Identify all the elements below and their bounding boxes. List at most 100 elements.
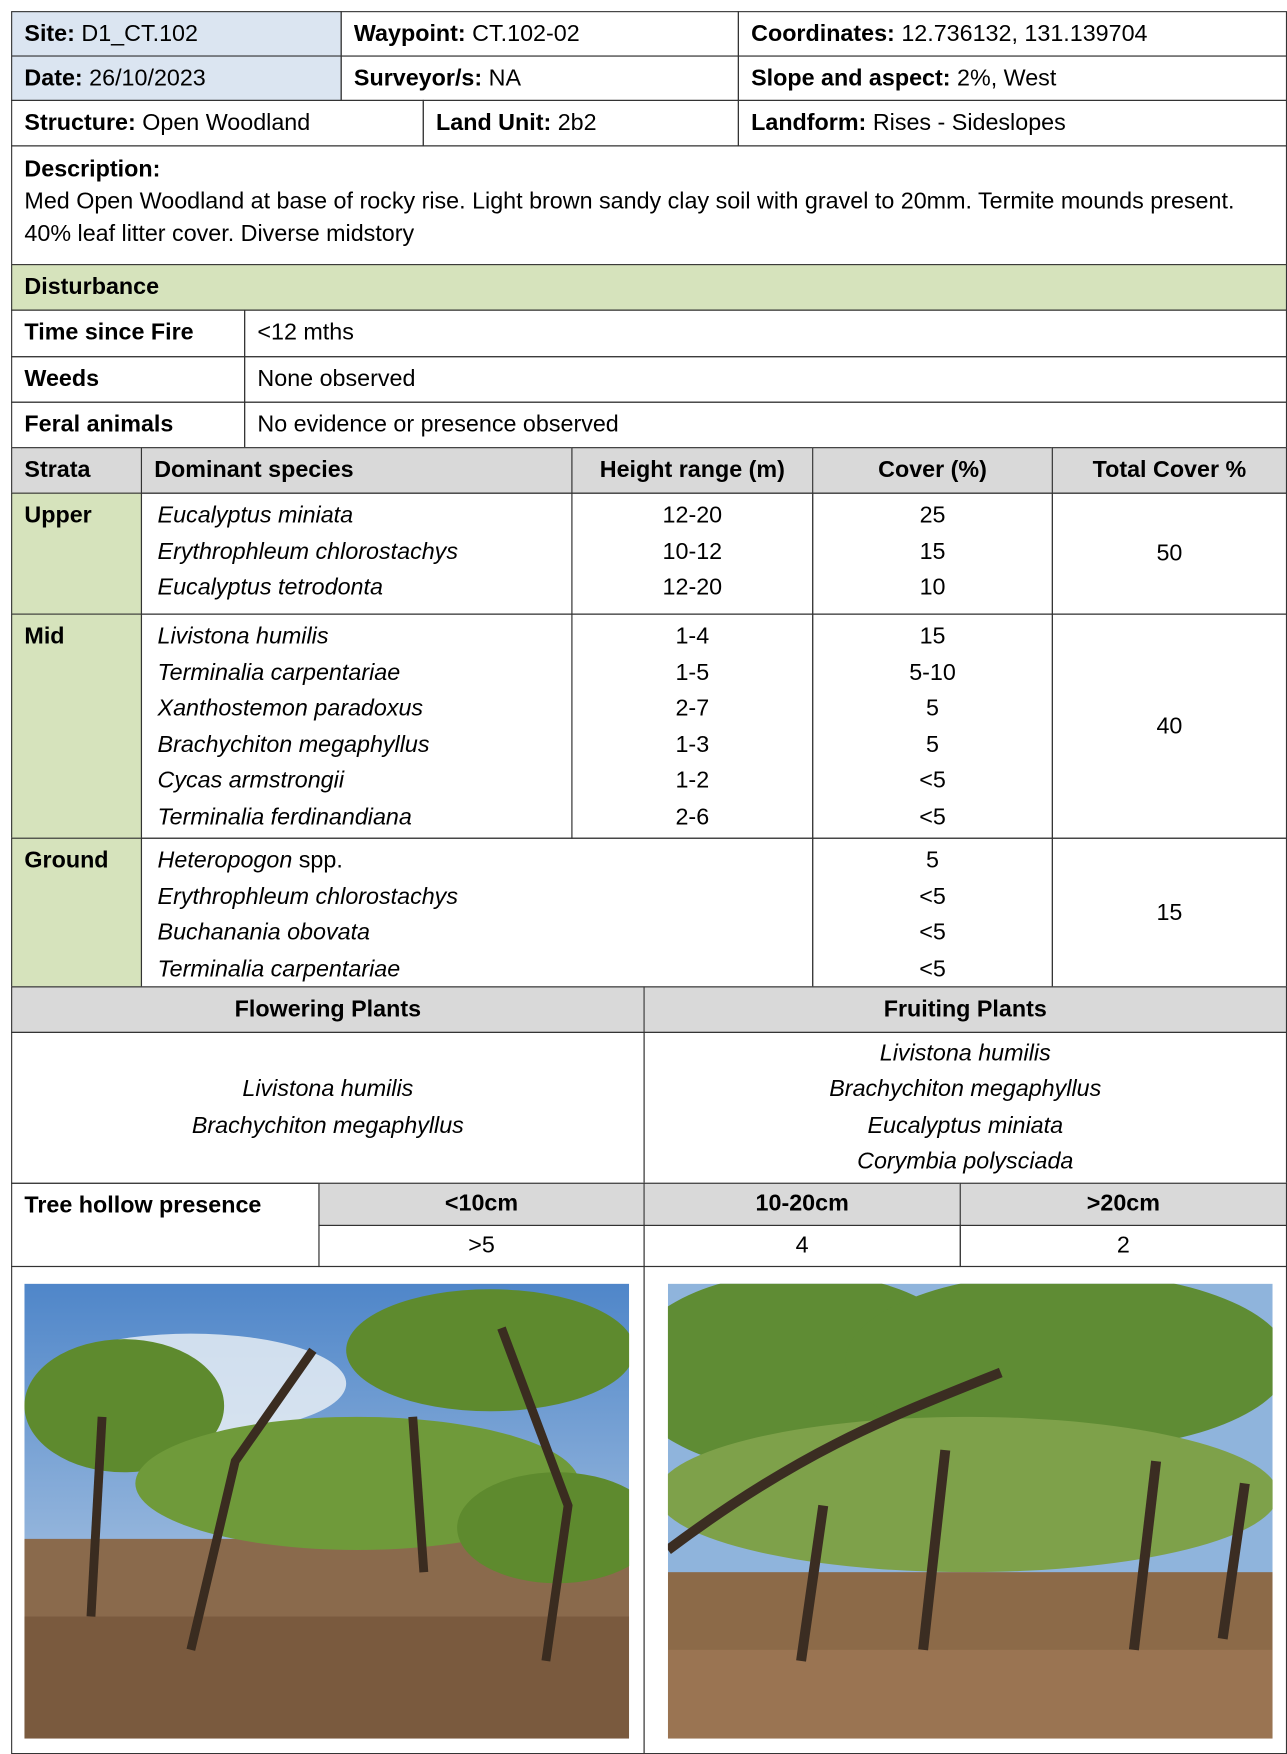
label: Weeds — [24, 366, 99, 392]
photo-cell — [644, 1266, 1287, 1754]
landform-cell: Landform: Rises - Sideslopes — [738, 100, 1287, 147]
species-line: Buchanania obovata — [158, 915, 813, 951]
label: Date: — [24, 65, 82, 91]
row-value: No evidence or presence observed — [244, 402, 1287, 449]
description-cell: Description: Med Open Woodland at base of… — [11, 145, 1287, 265]
value: Rises - Sideslopes — [873, 110, 1066, 136]
class: 10-20cm — [756, 1190, 849, 1216]
coordinates-cell: Coordinates: 12.736132, 131.139704 — [738, 11, 1287, 56]
height-range: 2-6 — [573, 799, 813, 835]
species-name: Brachychiton megaphyllus — [158, 732, 430, 758]
species-name: Xanthostemon paradoxus — [158, 696, 424, 722]
cover: 25 — [813, 498, 1052, 534]
value: None observed — [257, 366, 415, 392]
value: 26/10/2023 — [89, 65, 206, 91]
label: Land Unit: — [436, 110, 551, 136]
slope-cell: Slope and aspect: 2%, West — [738, 55, 1287, 100]
species-line: Brachychiton megaphyllus — [158, 727, 572, 763]
value: 2b2 — [558, 110, 597, 136]
row-label: Weeds — [11, 356, 245, 403]
total-cell: 50 — [1052, 493, 1287, 615]
total-cover: 50 — [1156, 538, 1182, 569]
label: Slope and aspect: — [751, 65, 950, 91]
label: Time since Fire — [24, 320, 193, 346]
species-name: Buchanania obovata — [158, 920, 370, 946]
height-range: 2-7 — [573, 691, 813, 727]
label: Landform: — [751, 110, 866, 136]
cover: 10 — [813, 570, 1052, 606]
section-title: Disturbance — [24, 274, 159, 300]
hollow-class: 10-20cm — [644, 1183, 961, 1226]
section-title: Fruiting Plants — [884, 996, 1047, 1022]
total-cell: 40 — [1052, 614, 1287, 839]
label: Site: — [24, 21, 74, 47]
cover: <5 — [813, 915, 1052, 951]
height-range: 1-4 — [573, 619, 813, 655]
site-photo — [668, 1284, 1273, 1739]
header: Strata — [24, 457, 90, 483]
disturbance-header: Disturbance — [11, 264, 1287, 311]
waypoint-cell: Waypoint: CT.102-02 — [341, 11, 739, 56]
species-qualifier: spp. — [299, 848, 343, 874]
species-name: Eucalyptus tetrodonta — [158, 575, 383, 601]
row-value: None observed — [244, 356, 1287, 403]
cover: <5 — [813, 799, 1052, 835]
value: 12.736132, 131.139704 — [901, 21, 1147, 47]
structure-cell: Structure: Open Woodland — [11, 100, 424, 147]
page: Site: D1_CT.102 Waypoint: CT.102-02 Coor… — [0, 0, 1287, 1745]
column-header: Strata — [11, 447, 142, 494]
total-cell: 15 — [1052, 838, 1287, 988]
cover-cell: 5<5<5<5 — [812, 838, 1053, 988]
cover: 5-10 — [813, 655, 1052, 691]
species-name: Heteropogon — [158, 848, 293, 874]
height-range: 1-5 — [573, 655, 813, 691]
class: >20cm — [1087, 1190, 1160, 1216]
species-name: Terminalia carpentariae — [158, 956, 401, 982]
column-header: Height range (m) — [571, 447, 813, 494]
site-cell: Site: D1_CT.102 — [11, 11, 342, 56]
species-line: Terminalia carpentariae — [158, 655, 572, 691]
strata-label: Upper — [24, 503, 91, 529]
cover: 15 — [813, 619, 1052, 655]
class: <10cm — [445, 1190, 518, 1216]
photo-cell — [11, 1266, 645, 1754]
row-label: Time since Fire — [11, 310, 245, 358]
label: Description: — [24, 156, 160, 182]
fruiting-species: Brachychiton megaphyllus — [829, 1072, 1101, 1108]
value: D1_CT.102 — [81, 21, 198, 47]
hollow-class: <10cm — [318, 1183, 644, 1226]
species-name: Erythrophleum chlorostachys — [158, 884, 458, 910]
height-range: 12-20 — [573, 498, 813, 534]
cover: 15 — [813, 534, 1052, 570]
species-line: Erythrophleum chlorostachys — [158, 534, 572, 570]
value: No evidence or presence observed — [257, 412, 618, 438]
header: Dominant species — [154, 457, 353, 483]
total-cover: 40 — [1156, 711, 1182, 742]
value: CT.102-02 — [472, 21, 580, 47]
row-label: Feral animals — [11, 402, 245, 449]
height-range: 1-2 — [573, 763, 813, 799]
hollow-count: 2 — [960, 1225, 1287, 1267]
species-line: Cycas armstrongii — [158, 763, 572, 799]
species-line: Terminalia ferdinandiana — [158, 799, 572, 835]
row-value: <12 mths — [244, 310, 1287, 358]
species-name: Terminalia ferdinandiana — [158, 804, 412, 830]
species-cell: Heteropogon spp. Erythrophleum chlorostac… — [141, 838, 813, 988]
flowering-header: Flowering Plants — [11, 986, 645, 1033]
column-header: Total Cover % — [1052, 447, 1287, 494]
label: Tree hollow presence — [24, 1193, 261, 1219]
fruiting-species: Eucalyptus miniata — [867, 1108, 1063, 1144]
species-line: Heteropogon spp. — [158, 843, 813, 879]
hollow-class: >20cm — [960, 1183, 1287, 1226]
surveyors-cell: Surveyor/s: NA — [341, 55, 739, 100]
land-unit-cell: Land Unit: 2b2 — [423, 100, 739, 147]
description-text: Med Open Woodland at base of rocky rise.… — [24, 189, 1234, 247]
strata-name: Ground — [11, 838, 142, 988]
column-header: Dominant species — [141, 447, 573, 494]
fruiting-species: Livistona humilis — [880, 1036, 1051, 1072]
